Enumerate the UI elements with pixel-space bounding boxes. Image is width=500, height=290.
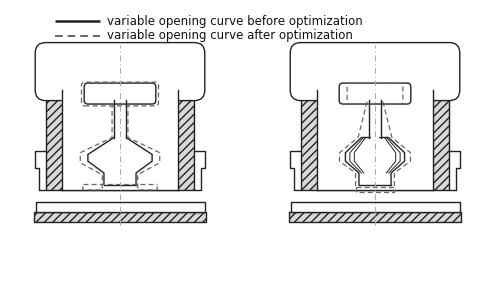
Bar <box>289 212 461 222</box>
Bar <box>46 90 195 190</box>
Bar <box>289 212 461 222</box>
Bar <box>434 90 450 190</box>
Bar <box>34 212 206 222</box>
Bar <box>46 53 86 90</box>
FancyBboxPatch shape <box>339 83 411 104</box>
Bar <box>300 53 341 90</box>
Text: variable opening curve before optimization: variable opening curve before optimizati… <box>107 14 363 28</box>
Text: variable opening curve after optimization: variable opening curve after optimizatio… <box>107 30 353 43</box>
FancyBboxPatch shape <box>84 83 156 104</box>
Bar <box>300 90 316 190</box>
Bar <box>290 202 460 212</box>
Bar <box>62 90 178 190</box>
FancyBboxPatch shape <box>35 43 205 101</box>
Bar <box>409 53 450 90</box>
Bar <box>34 212 206 222</box>
FancyBboxPatch shape <box>290 43 460 101</box>
Bar <box>154 53 194 90</box>
Bar <box>46 90 62 190</box>
Bar <box>316 90 434 190</box>
Bar <box>178 90 194 190</box>
Bar <box>300 90 450 190</box>
Bar <box>36 202 204 212</box>
